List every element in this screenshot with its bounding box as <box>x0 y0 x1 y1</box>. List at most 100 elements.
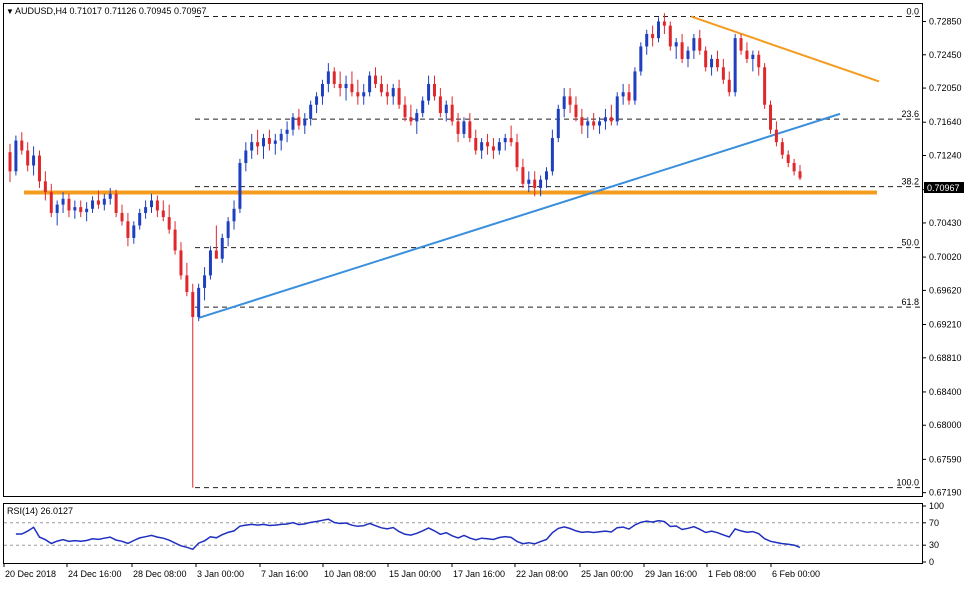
candle-body-45 <box>273 140 277 144</box>
candle-body-99 <box>592 121 596 126</box>
candle-body-25 <box>155 200 159 211</box>
candle-body-119 <box>710 58 714 68</box>
candle-body-49 <box>297 117 301 126</box>
candle-body-68 <box>409 117 413 122</box>
candle-body-37 <box>226 221 230 238</box>
candle-body-34 <box>208 250 212 276</box>
candle-body-18 <box>114 193 118 213</box>
current-price-box <box>924 182 964 193</box>
candle-body-3 <box>26 150 30 166</box>
current-price-label: 0.70967 <box>927 183 960 193</box>
candle-body-109 <box>651 33 655 39</box>
candle-body-51 <box>309 104 313 119</box>
candle-body-127 <box>757 54 761 68</box>
candle-body-73 <box>438 96 442 114</box>
candle-body-82 <box>491 146 495 151</box>
candle-body-8 <box>55 204 59 213</box>
rising-trendline <box>198 112 841 319</box>
rsi-tick-label-0: 100 <box>929 501 944 511</box>
candle-body-110 <box>657 21 661 39</box>
candle-body-69 <box>415 113 419 122</box>
candle-body-39 <box>238 163 242 209</box>
candle-body-66 <box>397 88 401 105</box>
x-tick-label-1: 24 Dec 16:00 <box>68 569 122 579</box>
candle-body-59 <box>356 92 360 97</box>
candle-body-24 <box>149 200 153 208</box>
candle-body-15 <box>96 200 100 205</box>
candle-body-48 <box>291 117 295 130</box>
fib-label-3: 50.0 <box>901 238 919 248</box>
candle-body-115 <box>686 50 690 59</box>
candle-body-38 <box>232 208 236 222</box>
x-tick-label-3: 3 Jan 00:00 <box>197 569 244 579</box>
candle-body-30 <box>185 275 189 293</box>
candle-body-23 <box>144 207 148 213</box>
candle-body-28 <box>173 229 177 251</box>
y-tick-label-7: 0.70020 <box>929 252 962 262</box>
rsi-tick-label-1: 70 <box>929 518 939 528</box>
x-tick-label-9: 25 Jan 00:00 <box>581 569 633 579</box>
candle-body-93 <box>556 108 560 139</box>
candle-body-77 <box>462 121 466 134</box>
candle-body-87 <box>521 167 525 184</box>
candle-body-116 <box>692 38 696 51</box>
y-tick-label-4: 0.71240 <box>929 151 962 161</box>
candle-body-83 <box>497 142 501 151</box>
rsi-label: RSI(14) 26.0127 <box>7 506 73 516</box>
candle-body-114 <box>680 42 684 59</box>
rsi-line <box>15 518 801 551</box>
candle-body-132 <box>786 154 790 164</box>
candle-body-76 <box>456 121 460 134</box>
candle-body-43 <box>262 138 266 147</box>
candle-body-98 <box>586 121 590 126</box>
candle-body-47 <box>285 129 289 134</box>
candle-body-50 <box>303 118 307 126</box>
candle-body-60 <box>362 92 366 97</box>
candle-body-1 <box>14 140 18 172</box>
candle-body-121 <box>721 67 725 80</box>
candle-body-122 <box>727 79 731 93</box>
candle-body-124 <box>739 38 743 51</box>
x-tick-label-6: 15 Jan 00:00 <box>389 569 441 579</box>
candles <box>8 13 802 488</box>
candle-body-92 <box>550 138 554 172</box>
rsi-pane-frame <box>3 503 923 564</box>
candle-body-85 <box>509 138 513 143</box>
candle-body-104 <box>621 92 625 97</box>
candle-body-91 <box>544 171 548 180</box>
candle-body-97 <box>580 117 584 126</box>
candle-body-78 <box>468 121 472 139</box>
rsi-tick-label-2: 30 <box>929 540 939 550</box>
candle-body-21 <box>132 225 136 238</box>
candle-body-52 <box>315 96 319 105</box>
y-tick-label-10: 0.68810 <box>929 353 962 363</box>
x-tick-label-4: 7 Jan 16:00 <box>261 569 308 579</box>
y-tick-label-14: 0.67190 <box>929 488 962 498</box>
candle-body-4 <box>32 155 36 166</box>
candle-body-16 <box>102 198 106 205</box>
y-tick-label-9: 0.69210 <box>929 320 962 330</box>
candle-body-40 <box>244 150 248 164</box>
chart-header-arrow: ▼ <box>6 7 14 16</box>
candle-body-89 <box>533 179 537 188</box>
candle-body-13 <box>85 208 89 213</box>
candle-body-63 <box>379 83 383 93</box>
candle-body-71 <box>427 83 431 101</box>
candle-body-88 <box>527 179 531 184</box>
y-tick-label-6: 0.70430 <box>929 218 962 228</box>
x-tick-label-12: 6 Feb 00:00 <box>772 569 820 579</box>
candle-body-67 <box>403 104 407 118</box>
fib-label-5: 100.0 <box>896 478 919 488</box>
y-tick-label-8: 0.69620 <box>929 285 962 295</box>
candle-body-17 <box>108 193 112 199</box>
candle-body-0 <box>8 152 12 172</box>
candle-body-134 <box>798 171 802 179</box>
candle-body-2 <box>20 140 24 151</box>
candle-body-106 <box>633 71 637 101</box>
x-tick-label-8: 22 Jan 08:00 <box>516 569 568 579</box>
candle-body-62 <box>374 75 378 84</box>
x-tick-label-7: 17 Jan 16:00 <box>453 569 505 579</box>
time-axis: 20 Dec 2018 24 Dec 16:00 28 Dec 08:00 3 Jan… <box>3 563 820 579</box>
